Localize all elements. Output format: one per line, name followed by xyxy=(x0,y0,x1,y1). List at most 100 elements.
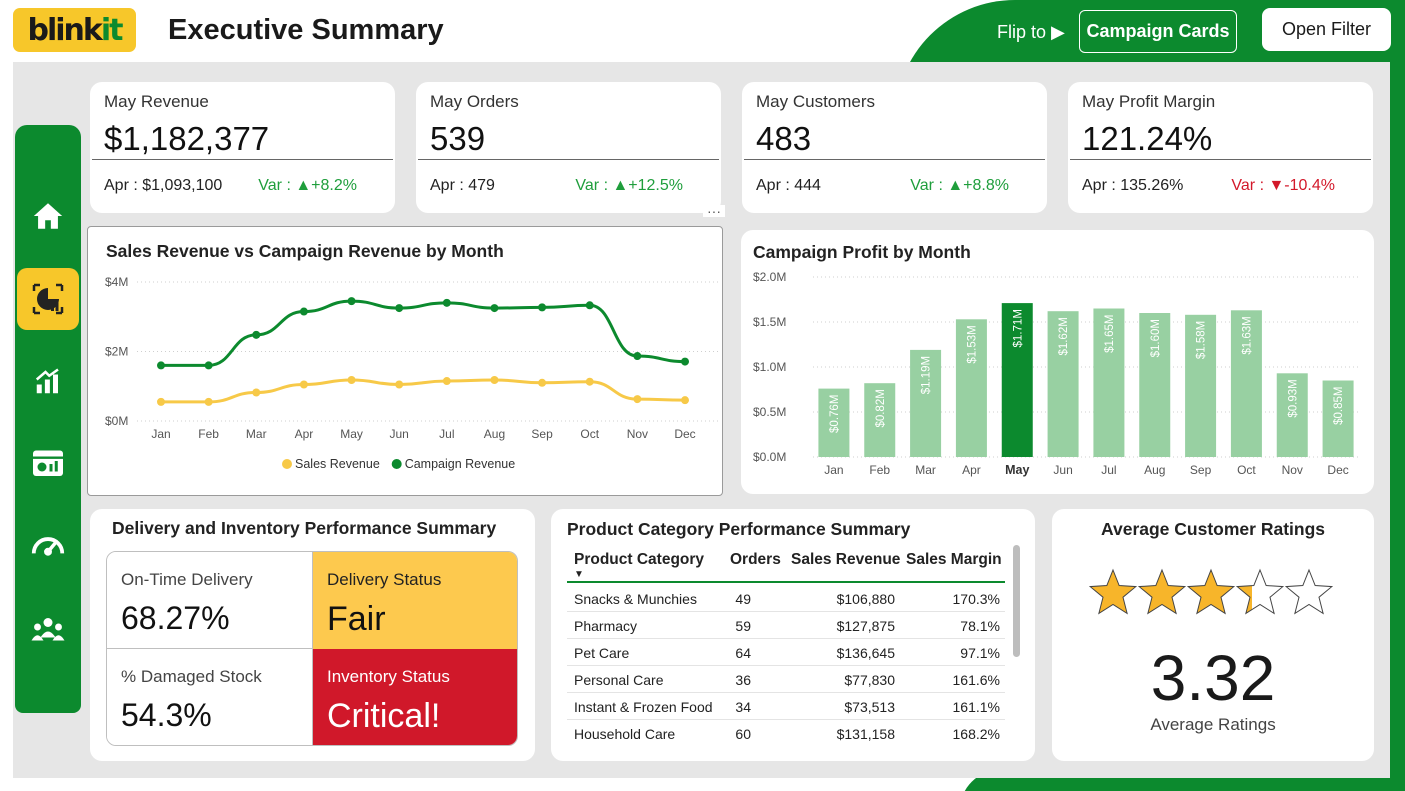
campaign-calendar-icon[interactable] xyxy=(17,433,79,495)
inventory-status-label: Inventory Status xyxy=(327,667,450,686)
kpi-card-orders: May Orders 539 Apr : 479 Var : ▲+12.5% xyxy=(416,82,721,213)
kpi-variance: Var : ▼-10.4% xyxy=(1231,177,1335,194)
data-point xyxy=(681,357,689,366)
table-row[interactable]: Pet Care 64 $136,645 97.1% xyxy=(567,639,1005,666)
data-point xyxy=(347,375,356,384)
bar-value-label: $1.19M xyxy=(921,356,933,394)
open-filter-button[interactable]: Open Filter xyxy=(1262,8,1391,51)
data-point xyxy=(538,378,547,387)
x-tick-label: Dec xyxy=(1327,463,1348,477)
data-point xyxy=(395,380,404,389)
more-options-icon[interactable]: ··· xyxy=(703,204,725,218)
x-tick-label: May xyxy=(1005,463,1029,477)
bar-value-label: $1.53M xyxy=(966,325,978,363)
x-tick-label: Oct xyxy=(1237,463,1256,477)
sort-desc-icon[interactable]: ▼ xyxy=(574,569,584,580)
delivery-card-title: Delivery and Inventory Performance Summa… xyxy=(112,518,497,538)
data-point xyxy=(347,297,356,306)
data-point xyxy=(585,377,594,386)
kpi-previous: Apr : 479 xyxy=(430,177,495,194)
legend-label: Sales Revenue xyxy=(295,457,380,471)
line-chart: $0M $2M $4M Jan Feb Mar Apr May Jun Jul Aug Sep Oct N… xyxy=(105,275,719,471)
product-table-title: Product Category Performance Summary xyxy=(567,519,911,539)
star-icon xyxy=(1137,568,1187,615)
kpi-card-revenue: May Revenue $1,182,377 Apr : $1,093,100 … xyxy=(90,82,395,213)
data-point xyxy=(681,396,689,405)
bar xyxy=(1047,311,1079,457)
bar-value-label: $0.93M xyxy=(1287,379,1299,417)
on-time-delivery-cell: On-Time Delivery 68.27% xyxy=(107,552,313,649)
y-tick-label: $1.5M xyxy=(753,315,786,329)
inventory-status-cell: Inventory Status Critical! xyxy=(313,649,517,745)
x-tick-label: Nov xyxy=(627,427,648,441)
blinkit-logo: blink it xyxy=(13,8,136,52)
bar-growth-icon[interactable] xyxy=(17,351,79,413)
divider xyxy=(744,159,1045,160)
column-header-orders[interactable]: Orders xyxy=(730,551,781,568)
performance-gauge-icon[interactable] xyxy=(17,516,79,578)
table-row[interactable]: Instant & Frozen Food 34 $73,513 161.1% xyxy=(567,693,1005,720)
star-icon xyxy=(1088,568,1138,615)
x-tick-label: Jul xyxy=(1101,463,1116,477)
kpi-label: May Orders xyxy=(430,92,519,111)
bar xyxy=(910,349,942,457)
table-row[interactable]: Pharmacy 59 $127,875 78.1% xyxy=(567,612,1005,639)
kpi-previous: Apr : 135.26% xyxy=(1082,177,1184,194)
average-rating-value: 3.32 xyxy=(1150,642,1276,714)
x-tick-label: Jun xyxy=(390,427,409,441)
bar-value-label: $0.82M xyxy=(875,389,887,427)
bar-value-label: $1.71M xyxy=(1012,309,1024,347)
campaign-cards-button[interactable]: Campaign Cards xyxy=(1079,10,1237,53)
star-icon xyxy=(1284,568,1334,615)
customers-group-icon[interactable] xyxy=(17,599,79,661)
on-time-label: On-Time Delivery xyxy=(121,570,253,589)
x-tick-label: Apr xyxy=(295,427,314,441)
data-point xyxy=(252,388,261,397)
table-row[interactable]: Household Care 60 $131,158 168.2% xyxy=(574,726,1000,742)
kpi-label: May Profit Margin xyxy=(1082,92,1216,111)
x-tick-label: Jul xyxy=(439,427,454,441)
y-tick-label: $2M xyxy=(105,345,128,359)
kpi-variance: Var : ▲+8.8% xyxy=(910,177,1009,194)
kpi-variance: Var : ▲+12.5% xyxy=(575,177,683,194)
data-point xyxy=(299,380,308,389)
home-icon[interactable] xyxy=(17,185,79,247)
series-line-1 xyxy=(161,299,686,367)
x-tick-label: Sep xyxy=(531,427,553,441)
y-tick-label: $0.5M xyxy=(753,405,786,419)
executive-summary-icon[interactable] xyxy=(17,268,79,330)
delivery-status-cell: Delivery Status Fair xyxy=(313,552,517,649)
kpi-card-profit-margin: May Profit Margin 121.24% Apr : 135.26% … xyxy=(1068,82,1373,213)
damaged-label: % Damaged Stock xyxy=(121,667,262,686)
y-tick-label: $1.0M xyxy=(753,360,786,374)
ratings-card xyxy=(1052,509,1374,761)
kpi-label: May Revenue xyxy=(104,92,209,111)
data-point xyxy=(442,377,451,386)
x-tick-label: Dec xyxy=(674,427,695,441)
column-header-margin[interactable]: Sales Margin xyxy=(906,551,1002,568)
bar-chart: $0.0M $0.5M $1.0M $1.5M $2.0M $0.76M Jan $0.82M… xyxy=(753,270,1361,477)
bar xyxy=(1230,310,1262,457)
column-header-category[interactable]: Product Category xyxy=(574,551,705,568)
kpi-value: $1,182,377 xyxy=(104,120,270,157)
bar-value-label: $1.63M xyxy=(1241,316,1253,354)
data-point xyxy=(633,395,642,404)
bar xyxy=(955,319,987,457)
x-tick-label: Feb xyxy=(869,463,890,477)
x-tick-label: Jan xyxy=(824,463,843,477)
data-point xyxy=(490,375,499,384)
bar xyxy=(864,383,896,457)
x-tick-label: Sep xyxy=(1190,463,1212,477)
bar xyxy=(818,388,850,457)
table-row[interactable]: Snacks & Munchies 49 $106,880 170.3% xyxy=(567,585,1005,612)
kpi-previous: Apr : $1,093,100 xyxy=(104,177,223,194)
column-header-revenue[interactable]: Sales Revenue xyxy=(791,551,901,568)
line-chart-card[interactable] xyxy=(87,226,723,496)
x-tick-label: Nov xyxy=(1282,463,1303,477)
x-tick-label: Mar xyxy=(246,427,267,441)
table-row[interactable]: Personal Care 36 $77,830 161.6% xyxy=(567,666,1005,693)
table-header: Product Category ▼ Orders Sales Revenue … xyxy=(567,549,1005,583)
data-point xyxy=(490,304,499,313)
data-point xyxy=(538,303,547,312)
table-scrollbar[interactable] xyxy=(1013,545,1020,657)
